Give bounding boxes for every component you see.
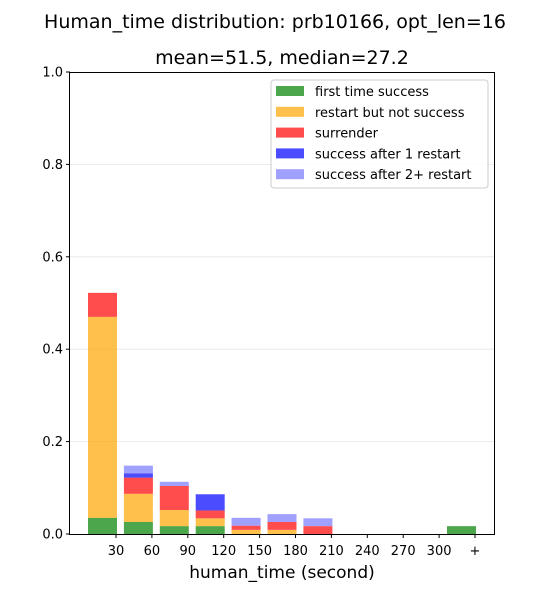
legend-box [270,79,489,189]
bar-segment [303,526,333,534]
bar-segment [303,518,333,527]
bar-segment [159,485,189,510]
y-tick-label: 1.0 [42,66,63,81]
y-tick-label: 0.8 [42,158,63,173]
x-tick-label: 300 [427,544,452,559]
legend-swatch [276,106,304,117]
x-tick-label: 240 [355,544,380,559]
y-tick-label: 0.6 [42,250,63,265]
x-tick-label: 120 [211,544,236,559]
y-axis-ticks: 0.0 0.2 0.4 0.6 0.8 1.0 [42,66,70,543]
x-tick-label: 30 [108,544,125,559]
grid-layer [70,163,494,443]
x-tick-label: 210 [319,544,344,559]
bar-segment [231,525,261,530]
bar-segment [231,517,261,526]
bar-segment [88,517,117,534]
bar-segment [159,526,189,534]
y-tick-label: 0.0 [42,528,63,543]
x-axis-label: human_time (second) [189,563,375,583]
bar-segment [123,473,153,478]
bar-segment [195,518,225,527]
bar-segment [159,509,189,527]
legend-swatch [276,86,304,96]
y-tick-label: 0.2 [42,435,63,450]
legend-label: surrender [315,127,379,142]
legend-label: restart but not success [315,106,465,121]
bar-segment [123,521,153,534]
x-axis-ticks: 30 60 90 120 150 180 210 240 270 300 + [108,534,481,559]
bar-segment [123,477,153,494]
bar-segment [447,526,476,534]
bar-segment [88,316,117,518]
x-tick-label: 60 [144,544,161,559]
x-tick-label: 180 [283,544,308,559]
chart-subtitle: mean=51.5, median=27.2 [155,47,409,69]
chart-title: Human_time distribution: prb10166, opt_l… [44,11,506,33]
bar-segment [231,529,261,534]
legend-swatch [276,169,304,180]
x-tick-label: 270 [391,544,416,559]
bar-segment [195,526,225,534]
plot-frame [69,72,495,535]
y-tick-label: 0.4 [42,343,63,358]
bar-segment [123,493,153,522]
legend-swatch [276,127,304,138]
legend-label: success after 2+ restart [315,168,472,183]
bar-segment [123,465,153,474]
legend-label: success after 1 restart [315,147,461,162]
bar-segment [159,481,189,486]
legend-swatch [276,148,304,159]
bars-layer [88,292,476,534]
legend: first time success restart but not succes… [270,79,489,189]
bar-segment [267,514,297,522]
bar-segment [88,292,117,317]
bar-segment [267,529,297,534]
x-tick-label: 150 [247,544,272,559]
legend-label: first time success [315,85,429,100]
bar-segment [267,521,297,530]
bar-segment [195,510,225,519]
bar-segment [195,494,225,511]
x-tick-label: 90 [180,544,197,559]
x-tick-label: + [470,544,481,559]
